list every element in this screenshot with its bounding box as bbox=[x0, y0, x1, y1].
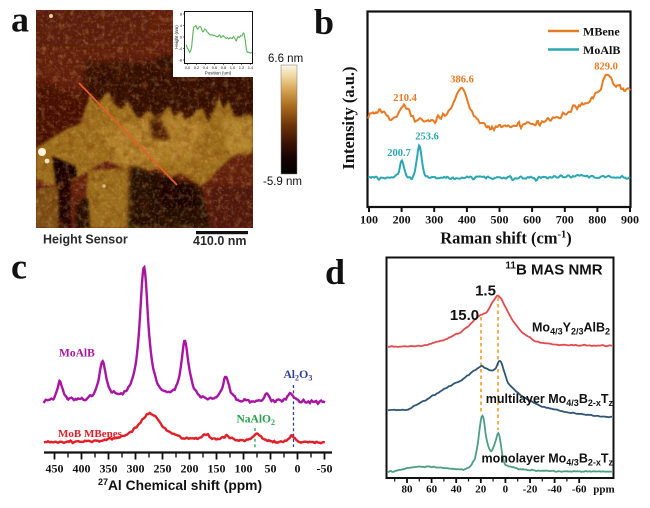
svg-text:210.4: 210.4 bbox=[393, 93, 417, 104]
svg-text:0.0: 0.0 bbox=[185, 65, 191, 70]
svg-text:200: 200 bbox=[181, 462, 199, 476]
svg-text:multilayer Mo4/3​B2-x​Tz​: multilayer Mo4/3​B2-x​Tz​ bbox=[486, 392, 614, 408]
svg-text:60: 60 bbox=[426, 484, 438, 496]
svg-text:1.4: 1.4 bbox=[248, 65, 254, 70]
svg-text:1.5: 1.5 bbox=[475, 283, 496, 300]
svg-text:0.2: 0.2 bbox=[194, 65, 200, 70]
svg-text:600: 600 bbox=[523, 213, 541, 227]
svg-text:100: 100 bbox=[235, 462, 253, 476]
svg-text:monolayer Mo4/3​B2-x​Tz​: monolayer Mo4/3​B2-x​Tz​ bbox=[482, 452, 614, 468]
svg-text:NaAlO2: NaAlO2 bbox=[237, 414, 276, 428]
svg-text:MoAlB: MoAlB bbox=[583, 43, 620, 57]
svg-text:20: 20 bbox=[475, 484, 487, 496]
svg-text:-60: -60 bbox=[572, 484, 587, 496]
svg-text:MBene: MBene bbox=[583, 25, 620, 39]
svg-text:0: 0 bbox=[295, 462, 301, 476]
svg-text:500: 500 bbox=[491, 213, 509, 227]
svg-text:Mo4/3​Y2/3​AlB2​: Mo4/3​Y2/3​AlB2​ bbox=[532, 321, 610, 337]
svg-text:MoAlB: MoAlB bbox=[59, 348, 95, 360]
svg-text:0.8: 0.8 bbox=[221, 65, 227, 70]
svg-text:ppm: ppm bbox=[593, 484, 614, 496]
svg-text:300: 300 bbox=[127, 462, 145, 476]
svg-text:700: 700 bbox=[556, 213, 574, 227]
svg-text:300: 300 bbox=[425, 213, 443, 227]
svg-text:8: 8 bbox=[180, 12, 183, 17]
svg-text:0.4: 0.4 bbox=[203, 65, 209, 70]
svg-text:0.6: 0.6 bbox=[212, 65, 218, 70]
svg-text:Intensity (a.u.): Intensity (a.u.) bbox=[339, 66, 358, 169]
svg-text:400: 400 bbox=[458, 213, 476, 227]
svg-text:410.0 nm: 410.0 nm bbox=[193, 234, 247, 248]
svg-text:Height (nm): Height (nm) bbox=[174, 25, 179, 49]
svg-text:Al2O3: Al2O3 bbox=[284, 367, 313, 383]
svg-text:350: 350 bbox=[100, 462, 118, 476]
svg-text:27Al Chemical shift (ppm): 27Al Chemical shift (ppm) bbox=[98, 477, 262, 493]
svg-text:Position (um): Position (um) bbox=[205, 71, 232, 76]
svg-text:15.0: 15.0 bbox=[450, 307, 479, 324]
svg-text:11B MAS NMR: 11B MAS NMR bbox=[505, 261, 602, 279]
svg-text:386.6: 386.6 bbox=[450, 75, 474, 86]
svg-text:0: 0 bbox=[180, 35, 183, 40]
svg-text:1.2: 1.2 bbox=[239, 65, 245, 70]
svg-text:200.7: 200.7 bbox=[387, 148, 411, 159]
svg-text:40: 40 bbox=[451, 484, 463, 496]
svg-text:4: 4 bbox=[180, 23, 183, 28]
svg-text:50: 50 bbox=[265, 462, 277, 476]
svg-text:c: c bbox=[11, 247, 27, 287]
svg-text:-20: -20 bbox=[523, 484, 538, 496]
svg-text:MoB MBenes: MoB MBenes bbox=[58, 428, 123, 440]
svg-text:1.0: 1.0 bbox=[230, 65, 236, 70]
svg-text:0: 0 bbox=[503, 484, 509, 496]
svg-text:900: 900 bbox=[621, 213, 639, 227]
svg-text:-50: -50 bbox=[317, 462, 333, 476]
svg-text:Raman shift (cm-1): Raman shift (cm-1) bbox=[440, 229, 572, 248]
svg-text:150: 150 bbox=[208, 462, 226, 476]
svg-text:-8: -8 bbox=[178, 58, 182, 63]
svg-text:250: 250 bbox=[154, 462, 172, 476]
svg-text:100: 100 bbox=[360, 213, 378, 227]
svg-text:a: a bbox=[11, 0, 29, 40]
svg-text:d: d bbox=[325, 252, 345, 292]
svg-text:400: 400 bbox=[73, 462, 91, 476]
svg-text:b: b bbox=[314, 2, 334, 42]
svg-text:800: 800 bbox=[588, 213, 606, 227]
svg-text:829.0: 829.0 bbox=[594, 62, 618, 73]
svg-text:6.6 nm: 6.6 nm bbox=[268, 53, 303, 65]
svg-text:Height Sensor: Height Sensor bbox=[43, 233, 128, 247]
svg-text:253.6: 253.6 bbox=[415, 132, 439, 143]
svg-text:-4: -4 bbox=[178, 46, 182, 51]
svg-text:200: 200 bbox=[393, 213, 411, 227]
svg-text:-40: -40 bbox=[547, 484, 562, 496]
svg-text:450: 450 bbox=[46, 462, 64, 476]
svg-text:80: 80 bbox=[402, 484, 414, 496]
svg-text:-5.9 nm: -5.9 nm bbox=[263, 176, 302, 188]
